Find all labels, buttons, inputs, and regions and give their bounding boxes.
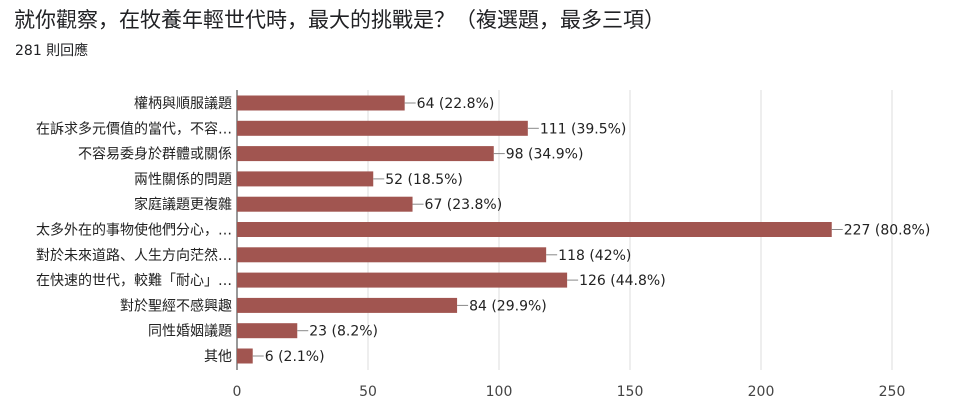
bar	[237, 95, 405, 111]
category-label: 不容易委身於群體或關係	[78, 146, 232, 163]
category-label: 同性婚姻議題	[148, 323, 232, 340]
question-title: 就你觀察，在牧養年輕世代時，最大的挑戰是？（複選題，最多三項）	[14, 8, 665, 32]
bar	[237, 196, 413, 212]
value-label: 98 (34.9%)	[506, 147, 584, 163]
x-axis: 0 50 100 150 200 250	[233, 384, 906, 400]
value-label: 23 (8.2%)	[309, 324, 378, 340]
x-tick-label: 100	[486, 384, 513, 400]
category-label: 權柄與順服議題	[134, 95, 232, 112]
x-tick-label: 150	[617, 384, 644, 400]
category-label: 其他	[204, 349, 232, 365]
x-tick-label: 50	[359, 384, 377, 400]
value-label: 118 (42%)	[558, 248, 631, 264]
category-label: 在訴求多元價值的當代，不容…	[36, 120, 232, 137]
labels: 權柄與順服議題 64 (22.8%) 在訴求多元價值的當代，不容… 111 (39.5…	[36, 95, 930, 365]
category-label: 太多外在的事物使他們分心，…	[36, 222, 232, 239]
value-label: 126 (44.8%)	[579, 273, 666, 289]
value-label: 84 (29.9%)	[469, 298, 547, 314]
bar	[237, 323, 298, 339]
bar	[237, 297, 458, 313]
bar	[237, 222, 832, 237]
category-label: 對於未來道路、人生方向茫然…	[36, 247, 232, 264]
category-label: 兩性關係的問題	[134, 172, 232, 188]
x-tick-label: 250	[879, 384, 906, 400]
value-label: 67 (23.8%)	[425, 197, 503, 213]
bar	[237, 146, 494, 162]
category-label: 家庭議題更複雜	[134, 196, 232, 213]
value-label: 52 (18.5%)	[385, 172, 463, 188]
bar	[237, 171, 374, 187]
value-label: 6 (2.1%)	[265, 349, 325, 365]
value-label: 64 (22.8%)	[417, 96, 495, 112]
value-label: 227 (80.8%)	[844, 223, 931, 239]
response-count: 281 則回應	[15, 43, 89, 59]
bar	[237, 120, 528, 136]
value-label: 111 (39.5%)	[540, 121, 627, 137]
bars	[237, 95, 832, 364]
bar	[237, 272, 568, 288]
bar	[237, 348, 253, 364]
x-tick-label: 200	[748, 384, 775, 400]
bar	[237, 247, 547, 263]
x-tick-label: 0	[233, 384, 242, 400]
category-label: 在快速的世代，較難「耐心」…	[36, 273, 232, 289]
category-label: 對於聖經不感興趣	[120, 297, 232, 314]
